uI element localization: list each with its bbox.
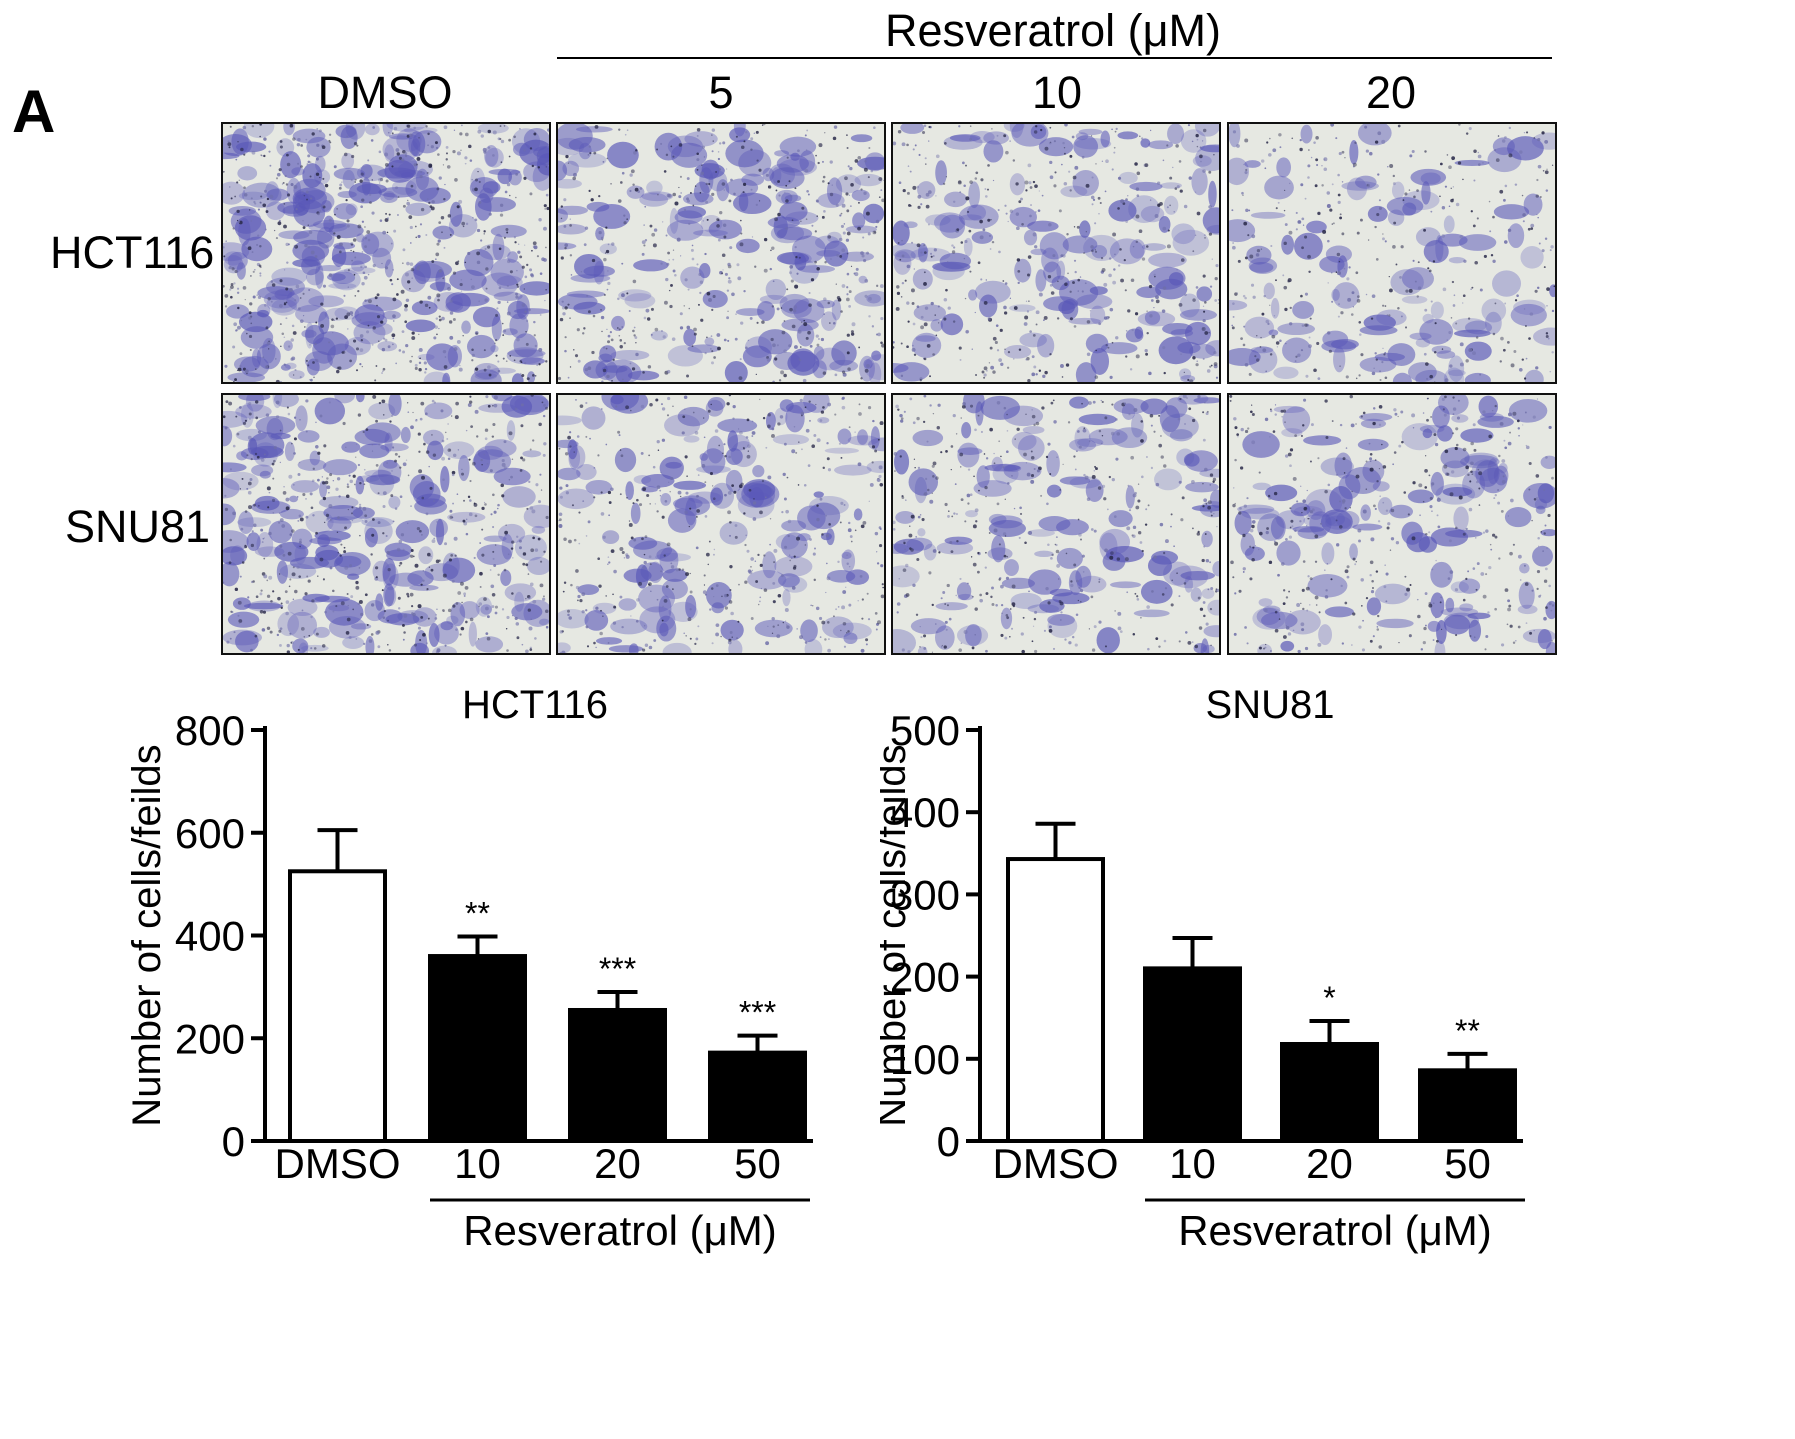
micrograph-snu81-dmso (221, 393, 551, 655)
bar-chart-snu81: SNU81 Number of cells/feilds 0 100 200 300 400… (880, 683, 1525, 1254)
col-label-20: 20 (1365, 67, 1417, 118)
y-tick-label: 300 (890, 871, 960, 918)
micrograph-snu81-20 (1227, 393, 1557, 655)
y-axis-label: Number of cells/feilds (125, 744, 169, 1126)
y-tick-label: 100 (890, 1036, 960, 1083)
x-tick-label: DMSO (275, 1140, 401, 1187)
micrograph-snu81-10 (891, 393, 1221, 655)
y-tick-label: 800 (175, 707, 245, 754)
micrograph-hct116-10 (891, 122, 1221, 384)
significance-marker: * (1323, 980, 1335, 1016)
micrograph-hct116-dmso (221, 122, 551, 384)
significance-marker: *** (599, 951, 636, 987)
panel-label: A (12, 78, 56, 145)
y-tick-label: 200 (890, 954, 960, 1001)
bar-10 (1143, 966, 1242, 1143)
micrograph-hct116-20 (1227, 122, 1557, 384)
significance-marker: *** (739, 995, 776, 1031)
chart-title: SNU81 (1206, 683, 1335, 727)
bar-dmso (1006, 857, 1105, 1144)
significance-marker: ** (1455, 1013, 1480, 1049)
y-tick-label: 0 (937, 1118, 960, 1165)
micrograph-snu81-5 (556, 393, 886, 655)
y-tick-label: 400 (175, 913, 245, 960)
micrograph-hct116-5 (556, 122, 886, 384)
x-tick-label: 50 (1444, 1140, 1491, 1187)
y-tick-label: 400 (890, 789, 960, 836)
group-label: Resveratrol (μM) (1178, 1207, 1492, 1254)
row-label-hct116: HCT116 (50, 227, 215, 278)
bar-chart-hct116: HCT116 Number of cells/feilds 0 200 400 600 80… (125, 683, 813, 1254)
x-tick-label: 10 (454, 1140, 501, 1187)
x-tick-label: DMSO (993, 1140, 1119, 1187)
bar-50 (708, 1050, 807, 1144)
y-axis-label: Number of cells/feilds (880, 744, 914, 1126)
x-tick-label: 20 (1306, 1140, 1353, 1187)
bar-20 (1280, 1042, 1379, 1143)
bar-50 (1418, 1068, 1517, 1144)
bar-dmso (288, 869, 387, 1143)
x-tick-label: 50 (734, 1140, 781, 1187)
micrograph-group-line (557, 57, 1552, 59)
x-tick-label: 10 (1169, 1140, 1216, 1187)
y-tick-label: 600 (175, 810, 245, 857)
micrograph-group-label: Resveratrol (μM) (885, 5, 1221, 56)
bar-10 (428, 954, 527, 1143)
x-tick-label: 20 (594, 1140, 641, 1187)
y-tick-label: 500 (890, 707, 960, 754)
row-label-snu81: SNU81 (65, 501, 211, 552)
chart-title: HCT116 (462, 683, 608, 727)
bar-20 (568, 1007, 667, 1143)
group-label: Resveratrol (μM) (463, 1207, 777, 1254)
y-tick-label: 0 (222, 1118, 245, 1165)
significance-marker: ** (465, 896, 490, 932)
col-label-dmso: DMSO (317, 67, 453, 118)
col-label-10: 10 (1031, 67, 1083, 118)
col-label-5: 5 (708, 67, 734, 118)
y-tick-label: 200 (175, 1015, 245, 1062)
